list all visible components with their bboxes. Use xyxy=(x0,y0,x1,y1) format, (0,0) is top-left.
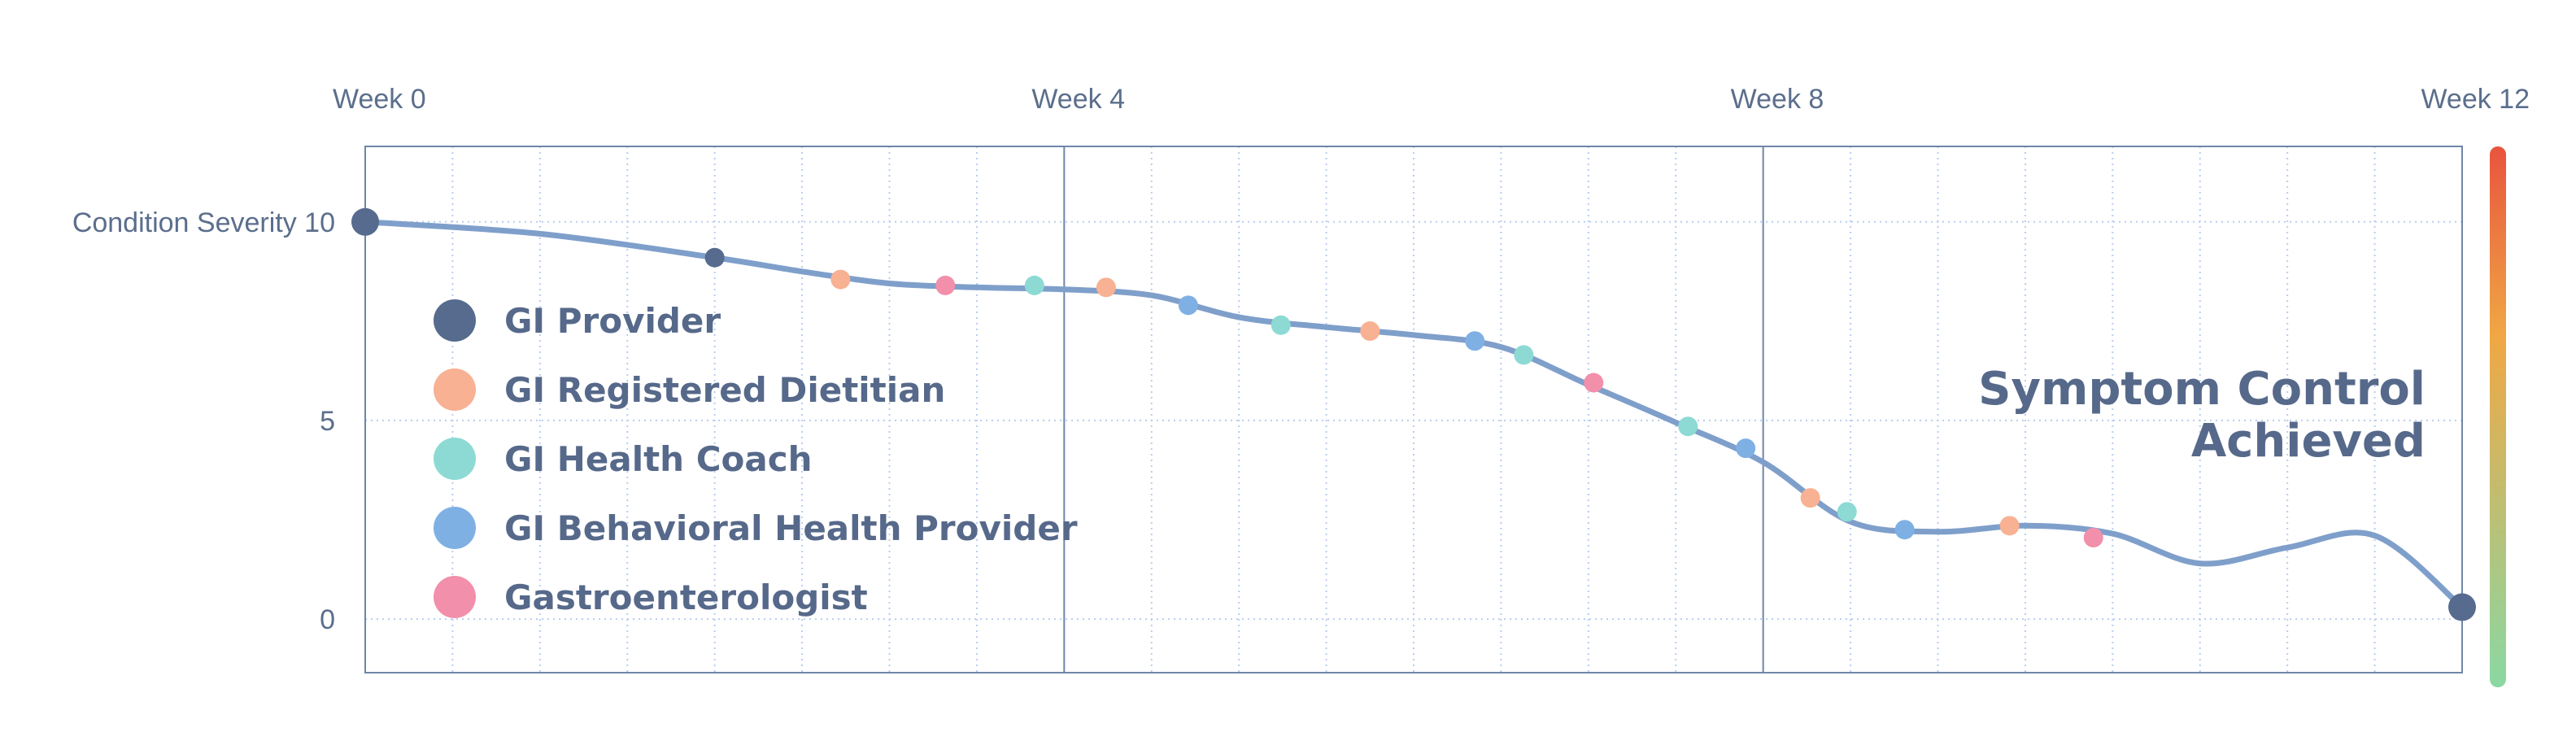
legend-swatch-gi-provider xyxy=(434,299,476,342)
x-axis-ticks: Week 0 Week 4 Week 8 Week 12 xyxy=(333,84,2530,115)
legend-label-gi-health-coach: GI Health Coach xyxy=(504,439,813,479)
visit-marker-gi-registered-dietitian xyxy=(1800,488,1820,508)
annotation-line-2: Achieved xyxy=(2191,415,2426,468)
legend-label-gastroenterologist: Gastroenterologist xyxy=(504,578,868,617)
y-tick-label-0: 0 xyxy=(320,604,335,635)
grid xyxy=(365,146,2462,673)
visit-marker-gi-health-coach xyxy=(1678,416,1698,437)
visit-marker-gi-health-coach xyxy=(1514,345,1534,365)
visit-marker-gi-health-coach xyxy=(1271,315,1291,335)
legend-swatch-gi-health-coach xyxy=(434,438,476,480)
legend-swatch-gi-registered-dietitian xyxy=(434,368,476,411)
legend-label-gi-behavioral-health-provider: GI Behavioral Health Provider xyxy=(504,508,1078,548)
visit-marker-gi-health-coach xyxy=(1837,502,1857,522)
legend-label-gi-registered-dietitian: GI Registered Dietitian xyxy=(504,370,945,410)
visit-marker-gi-registered-dietitian xyxy=(830,269,851,290)
severity-curve-line xyxy=(362,219,2465,610)
visit-marker-gi-registered-dietitian xyxy=(1999,516,2020,536)
visit-marker-gastroenterologist xyxy=(2083,527,2103,547)
y-axis-ticks: Condition Severity 10 5 0 xyxy=(72,207,335,635)
x-tick-label-week-4: Week 4 xyxy=(1031,84,1125,115)
x-tick-label-week-12: Week 12 xyxy=(2421,84,2530,115)
visit-markers xyxy=(351,207,2476,621)
legend: GI Provider GI Registered Dietitian GI Hea… xyxy=(434,299,1078,618)
plot-frame xyxy=(364,146,2463,673)
visit-marker-gi-behavioral-health-provider xyxy=(1465,331,1485,351)
visit-marker-gastroenterologist xyxy=(935,275,956,295)
legend-label-gi-provider: GI Provider xyxy=(504,301,721,341)
y-tick-label-5: 5 xyxy=(320,406,335,437)
y-tick-label-10: Condition Severity 10 xyxy=(72,207,335,238)
annotation-line-1: Symptom Control xyxy=(1978,363,2426,416)
legend-swatch-gastroenterologist xyxy=(434,576,476,618)
x-tick-label-week-0: Week 0 xyxy=(333,84,426,115)
visit-marker-gi-provider xyxy=(351,207,379,236)
visit-marker-gi-provider xyxy=(2448,593,2476,621)
visit-marker-gastroenterologist xyxy=(1584,373,1604,393)
visit-marker-gi-registered-dietitian xyxy=(1096,277,1116,298)
visit-marker-gi-registered-dietitian xyxy=(1360,321,1380,342)
visit-marker-gi-behavioral-health-provider xyxy=(1894,520,1915,540)
x-tick-label-week-8: Week 8 xyxy=(1731,84,1824,115)
visit-marker-gi-provider xyxy=(704,247,725,268)
visit-marker-gi-behavioral-health-provider xyxy=(1736,438,1756,459)
visit-marker-gi-health-coach xyxy=(1024,275,1044,295)
legend-swatch-gi-behavioral-health-provider xyxy=(434,507,476,549)
visit-marker-gi-behavioral-health-provider xyxy=(1178,295,1198,316)
severity-color-scale xyxy=(2490,146,2506,687)
